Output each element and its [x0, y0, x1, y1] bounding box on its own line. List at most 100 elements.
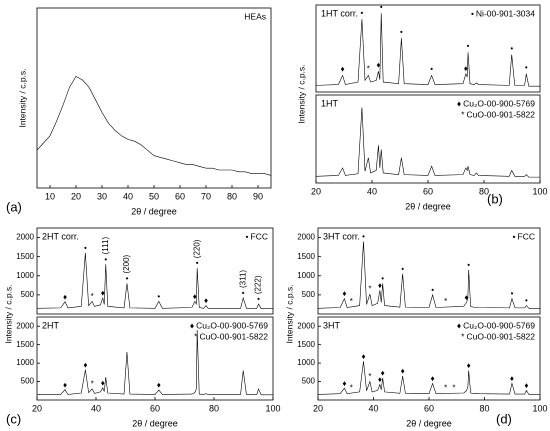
- legend-symbol: •: [513, 231, 516, 241]
- peak-marker: •: [242, 288, 245, 297]
- peak-marker: ♦: [467, 361, 471, 370]
- x-tick-label: 40: [368, 403, 378, 413]
- y-tick-label: 2000: [297, 321, 315, 330]
- x-axis-label: 2θ / degree: [405, 201, 451, 211]
- peak-marker: *: [368, 285, 371, 294]
- peak-index: (111): [101, 237, 110, 255]
- peak-marker: ♦: [401, 367, 405, 376]
- peak-marker: *: [91, 380, 94, 389]
- peak-marker: *: [452, 383, 455, 392]
- x-tick-label: 20: [313, 403, 323, 413]
- y-axis-label: Intensity / c.p.s.: [284, 284, 294, 343]
- legend-symbol: •: [246, 231, 249, 241]
- legend-label: HEAs: [244, 11, 266, 21]
- y-tick-label: 2000: [16, 321, 34, 330]
- y-tick-label: 500: [302, 377, 316, 386]
- peak-index: (220): [192, 239, 201, 258]
- peak-marker: ♦: [83, 360, 87, 369]
- peak-marker: •: [104, 255, 107, 264]
- peak-marker: *: [367, 65, 370, 74]
- y-axis-label: Intensity / c.p.s.: [296, 64, 306, 123]
- legend-symbol: *: [461, 109, 465, 119]
- peak-marker: •: [84, 243, 87, 252]
- legend-label: CuO-00-901-5822: [199, 331, 268, 341]
- peak-marker: ♦: [376, 61, 380, 70]
- x-tick-label: 100: [265, 403, 280, 413]
- x-tick-label: 20: [32, 403, 42, 413]
- x-tick-label: 50: [149, 191, 159, 201]
- x-tick-label: 70: [201, 191, 211, 201]
- panel-label: (c): [6, 411, 21, 426]
- x-tick-label: 40: [123, 191, 133, 201]
- y-tick-label: 1000: [297, 271, 315, 280]
- subplot-title: 2HT: [42, 320, 60, 330]
- peak-marker: •: [401, 264, 404, 273]
- peak-index: (311): [238, 270, 247, 288]
- peak-marker: •: [196, 259, 199, 268]
- y-tick-label: 1000: [297, 358, 315, 367]
- legend-label: FCC: [251, 231, 268, 241]
- legend-label: Cu₂O-00-900-5769: [196, 320, 268, 330]
- y-tick-label: 500: [302, 290, 316, 299]
- y-axis-label: Intensity / c.p.s.: [3, 284, 13, 343]
- peak-marker: ♦: [63, 292, 67, 301]
- x-tick-label: 40: [91, 403, 101, 413]
- subplot-title: 2HT corr.: [42, 231, 79, 241]
- peak-index: (222): [254, 275, 263, 294]
- x-tick-label: 40: [367, 186, 377, 196]
- panel-label: (d): [496, 411, 512, 426]
- peak-marker: •: [400, 27, 403, 36]
- legend-symbol: *: [194, 331, 198, 341]
- y-tick-label: 2000: [16, 233, 34, 242]
- subplot-title: 1HT: [321, 98, 339, 108]
- peak-marker: •: [525, 63, 528, 72]
- x-tick-label: 60: [175, 191, 185, 201]
- y-tick-label: 500: [21, 290, 35, 299]
- peak-marker: ♦: [464, 293, 468, 302]
- y-tick-label: 2000: [297, 233, 315, 242]
- peak-marker: *: [350, 383, 353, 392]
- legend-label: FCC: [518, 231, 535, 241]
- peak-marker: •: [157, 292, 160, 301]
- legend-symbol: *: [461, 331, 465, 341]
- peak-marker: ♦: [431, 374, 435, 383]
- peak-marker: •: [431, 285, 434, 294]
- y-tick-label: 1500: [16, 340, 34, 349]
- peak-index: (200): [122, 254, 131, 273]
- peak-marker: ♦: [101, 288, 105, 297]
- plot-frame: [317, 227, 541, 315]
- xrd-line: [316, 13, 540, 87]
- subplot-title: 3HT corr.: [323, 231, 360, 241]
- x-tick-label: 80: [479, 186, 489, 196]
- peak-marker: ♦: [63, 380, 67, 389]
- peak-marker: *: [444, 297, 447, 306]
- legend-label: Cu₂O-00-900-5769: [463, 320, 535, 330]
- x-tick-label: 80: [479, 403, 489, 413]
- peak-marker: ♦: [342, 289, 346, 298]
- peak-marker: ♦: [378, 375, 382, 384]
- x-tick-label: 100: [532, 403, 547, 413]
- peak-marker: •: [257, 295, 260, 304]
- y-tick-label: 1500: [16, 252, 34, 261]
- legend-label: CuO-00-901-5822: [466, 109, 535, 119]
- x-axis-label: 2θ / degree: [406, 418, 452, 428]
- xrd-line: [37, 252, 273, 309]
- peak-marker: *: [91, 292, 94, 301]
- peak-marker: *: [444, 383, 447, 392]
- peak-marker: •: [511, 289, 514, 298]
- peak-marker: •: [525, 296, 528, 305]
- x-tick-label: 10: [45, 191, 55, 201]
- peak-marker: ♦: [341, 65, 345, 74]
- xrd-line: [316, 107, 540, 178]
- peak-marker: •: [126, 274, 129, 283]
- y-tick-label: 1000: [16, 358, 34, 367]
- plot-frame: [36, 227, 274, 315]
- peak-marker: *: [350, 297, 353, 306]
- peak-marker: ♦: [157, 381, 161, 390]
- peak-marker: •: [380, 3, 383, 12]
- plot-frame: [315, 4, 541, 93]
- legend-symbol: ♦: [457, 98, 462, 108]
- peak-marker: ♦: [193, 292, 197, 301]
- y-tick-label: 1000: [16, 271, 34, 280]
- peak-marker: •: [362, 232, 365, 241]
